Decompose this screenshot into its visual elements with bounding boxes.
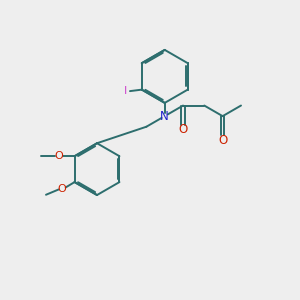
Text: O: O xyxy=(58,184,67,194)
Text: I: I xyxy=(124,86,127,96)
Text: N: N xyxy=(160,110,169,123)
Text: O: O xyxy=(178,124,188,136)
Text: O: O xyxy=(54,151,63,161)
Text: O: O xyxy=(218,134,227,147)
